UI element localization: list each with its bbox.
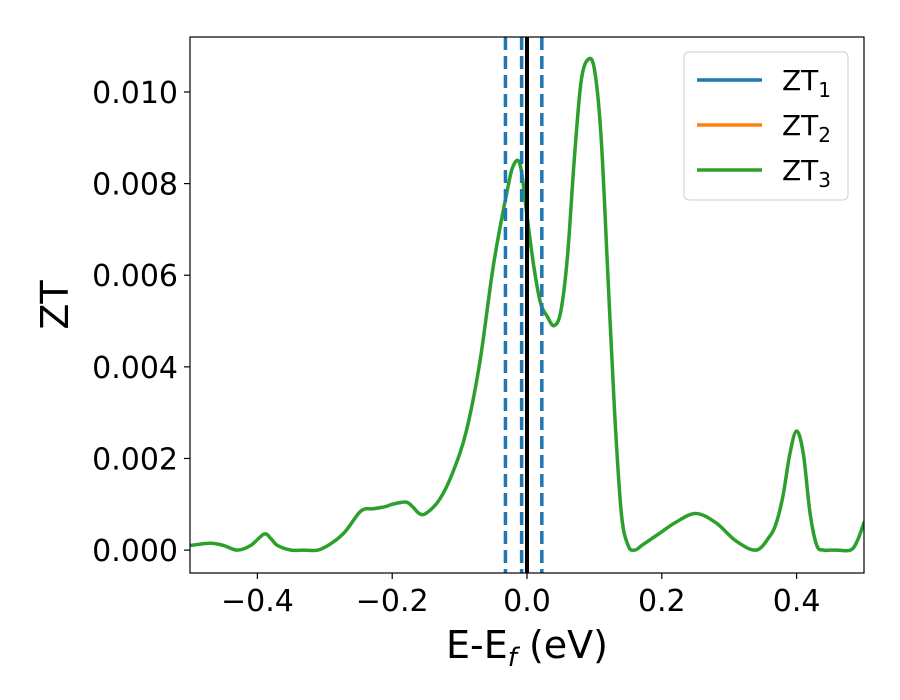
y-tick-label: 0.004 <box>92 351 178 386</box>
legend: ZT1 ZT2 ZT3 <box>683 51 849 201</box>
y-axis-label: ZT <box>33 280 77 330</box>
x-tick-label: −0.2 <box>356 584 429 619</box>
y-ticks: 0.000 0.002 0.004 0.006 0.008 0.010 <box>92 76 190 569</box>
x-tick-label: −0.4 <box>221 584 294 619</box>
x-tick-label: 0.0 <box>503 584 551 619</box>
x-tick-label: 0.2 <box>638 584 686 619</box>
legend-label-2: ZT2 <box>782 109 831 147</box>
y-tick-label: 0.006 <box>92 259 178 294</box>
x-axis-label-main: E-E <box>446 623 508 667</box>
series-line-1 <box>190 56 864 553</box>
series-layer <box>190 56 864 553</box>
y-tick-label: 0.002 <box>92 442 178 477</box>
legend-label-3: ZT3 <box>782 154 831 192</box>
y-tick-label: 0.008 <box>92 168 178 203</box>
vertical-lines <box>503 37 544 573</box>
legend-box <box>683 51 849 201</box>
x-axis-label: E-Ef (eV) <box>446 623 608 673</box>
x-tick-label: 0.4 <box>773 584 821 619</box>
x-axis-label-unit: (eV) <box>517 623 608 667</box>
y-tick-label: 0.010 <box>92 76 178 111</box>
x-ticks: −0.4 −0.2 0.0 0.2 0.4 <box>221 573 820 619</box>
legend-label-1: ZT1 <box>782 64 831 102</box>
y-tick-label: 0.000 <box>92 534 178 569</box>
